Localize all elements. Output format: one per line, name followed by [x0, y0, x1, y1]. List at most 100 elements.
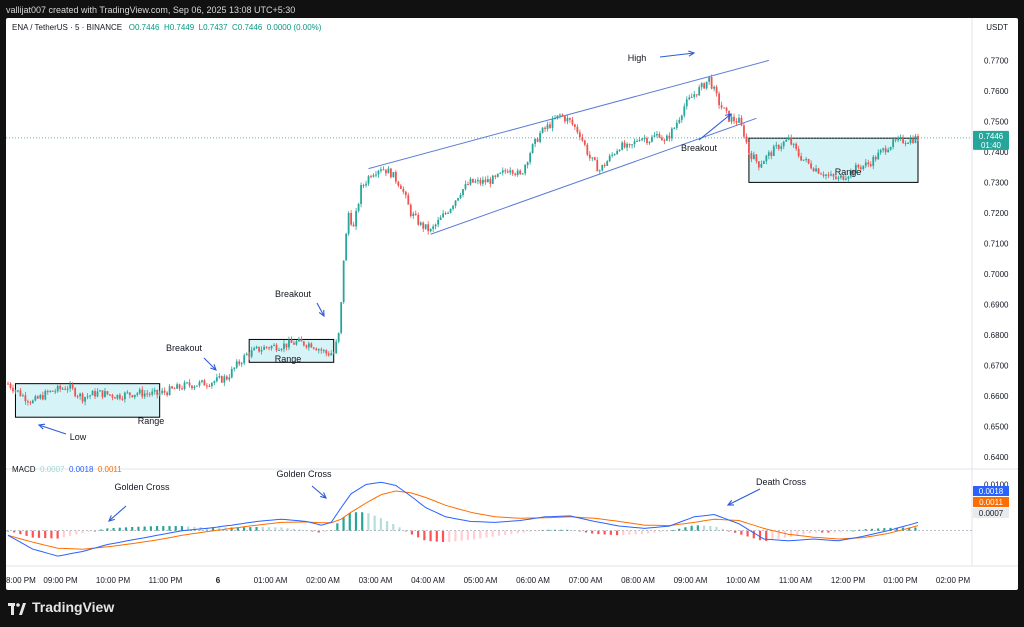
candle-body	[375, 174, 377, 176]
candle-body	[902, 137, 904, 144]
candle-body	[857, 164, 860, 168]
currency-label[interactable]: USDT	[986, 23, 1008, 32]
macd-signal-line	[7, 490, 919, 550]
macd-line-value: 0.0018	[68, 465, 94, 474]
macd-histogram-bar	[628, 530, 631, 535]
macd-histogram-bar	[721, 528, 724, 531]
macd-histogram-bar	[883, 528, 886, 531]
chart-panel[interactable]: 0.6400 0.6500 0.6600 0.6700 0.6800 0.6900 0.70…	[6, 18, 1018, 590]
candle-body	[516, 170, 519, 175]
macd-histogram-bar	[460, 530, 463, 541]
macd-histogram-bar	[553, 529, 556, 531]
macd-value-tag-text: 0.0007	[979, 509, 1004, 518]
candle-body	[849, 170, 852, 177]
candle-body	[362, 185, 365, 187]
candle-body	[593, 157, 596, 161]
candle-body	[305, 345, 308, 348]
candle-body	[337, 332, 340, 342]
candle-body	[342, 260, 345, 303]
price-chart[interactable]: 0.6400 0.6500 0.6600 0.6700 0.6800 0.6900 0.70…	[6, 18, 1018, 590]
macd-indicator-name[interactable]: MACD	[12, 465, 36, 474]
candle-body	[268, 347, 270, 349]
candle-body	[61, 388, 64, 390]
price-tick-label: 0.7100	[984, 239, 1009, 248]
candle-body	[327, 353, 330, 356]
candle-body	[494, 175, 497, 177]
macd-histogram-bar	[448, 530, 451, 542]
symbol-name[interactable]: ENA / TetherUS · 5 · BINANCE	[12, 23, 123, 32]
tradingview-brand[interactable]: TradingView	[8, 598, 114, 616]
macd-histogram-bar	[398, 527, 401, 531]
candle-body	[904, 143, 907, 145]
candle-body	[484, 179, 487, 183]
time-tick-label: 09:00 PM	[43, 576, 78, 585]
breakout-1-label: Breakout	[166, 343, 203, 353]
candle-body	[770, 152, 773, 157]
candle-body	[753, 154, 755, 160]
candle-body	[718, 93, 720, 106]
candle-body	[481, 179, 484, 184]
candle-body	[255, 346, 258, 349]
candle-body	[372, 175, 375, 177]
candle-body	[223, 376, 226, 383]
candle-body	[509, 170, 512, 173]
macd-histogram-bar	[740, 530, 743, 535]
candle-body	[864, 162, 867, 166]
candle-body	[424, 224, 427, 229]
candle-body	[243, 355, 246, 364]
macd-histogram-bar	[249, 527, 252, 531]
candle-body	[417, 214, 420, 225]
macd-histogram-bar	[839, 530, 842, 533]
macd-histogram-bar	[323, 530, 327, 532]
price-tick-label: 0.6800	[984, 331, 1009, 340]
macd-histogram-bar	[174, 526, 177, 531]
candle-body	[367, 176, 370, 184]
time-tick-label: 02:00 PM	[936, 576, 971, 585]
candle-body	[245, 353, 248, 356]
time-tick-label: 03:00 AM	[359, 576, 393, 585]
candle-body	[230, 368, 233, 378]
macd-legend[interactable]: MACD 0.0007 0.0018 0.0011	[12, 464, 122, 476]
candle-body	[399, 185, 402, 189]
macd-histogram-bar	[684, 527, 687, 531]
macd-histogram-bar	[603, 530, 606, 535]
candle-body	[693, 94, 696, 97]
golden-cross-1-label: Golden Cross	[114, 482, 170, 492]
candle-body	[479, 179, 482, 184]
candle-body	[822, 174, 825, 176]
candle-body	[464, 184, 467, 190]
candle-body	[106, 391, 109, 395]
high-arrow	[659, 52, 695, 58]
candle-body	[486, 179, 489, 183]
macd-histogram-bar	[236, 527, 239, 531]
symbol-legend[interactable]: ENA / TetherUS · 5 · BINANCE O0.7446 H0.…	[12, 22, 321, 34]
price-tick-label: 0.7300	[984, 178, 1009, 187]
candle-body	[859, 167, 862, 170]
candle-body	[469, 178, 472, 185]
candle-body	[780, 146, 783, 149]
candle-body	[633, 141, 636, 145]
candle-body	[854, 164, 857, 174]
candle-body	[583, 140, 586, 145]
macd-histogram-bar	[609, 530, 612, 535]
macd-histogram-bar	[44, 530, 47, 539]
price-tick-label: 0.7000	[984, 270, 1009, 279]
golden-cross-1-arrow-head	[108, 515, 115, 522]
last-price-tag	[973, 130, 1009, 150]
candle-body	[357, 204, 360, 211]
macd-histogram-bar	[771, 530, 774, 540]
candle-body	[549, 124, 551, 128]
macd-histogram-bar	[354, 512, 358, 531]
candle-body	[638, 140, 641, 142]
candle-body	[820, 173, 822, 175]
candle-body	[673, 127, 676, 129]
macd-histogram-bar	[783, 530, 786, 538]
candle-body	[477, 179, 479, 182]
candle-body	[792, 143, 795, 145]
bar-countdown: 01:40	[981, 141, 1002, 150]
candle-body	[397, 181, 400, 186]
candle-body	[380, 169, 382, 171]
macd-histogram-bar	[13, 530, 16, 533]
candle-body	[69, 384, 72, 389]
candle-body	[842, 175, 845, 180]
